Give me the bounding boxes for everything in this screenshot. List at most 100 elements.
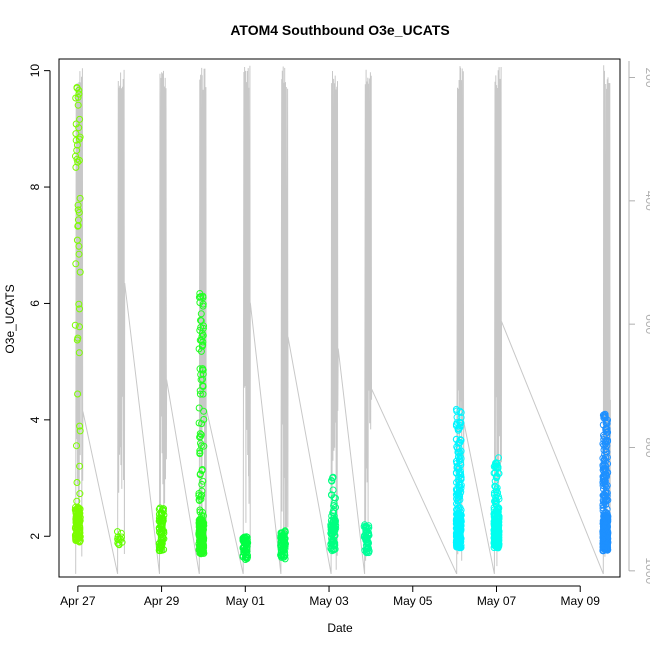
- data-point: [243, 555, 251, 563]
- data-point: [601, 412, 609, 420]
- data-point: [277, 539, 285, 547]
- data-point: [72, 136, 80, 144]
- data-point: [76, 268, 84, 276]
- data-point: [74, 158, 82, 166]
- data-point: [198, 480, 206, 488]
- data-point: [76, 427, 84, 435]
- data-point: [199, 300, 207, 308]
- flight-series-1: [71, 84, 84, 546]
- flight-series-11: [599, 410, 612, 555]
- data-point: [602, 542, 609, 550]
- y-tick-label: 6: [28, 300, 42, 307]
- data-point: [199, 544, 207, 552]
- data-point: [277, 543, 285, 551]
- y-tick-label: 4: [28, 416, 42, 423]
- data-point: [452, 435, 460, 443]
- data-point: [199, 528, 207, 536]
- data-point: [196, 447, 204, 455]
- data-point: [602, 424, 610, 432]
- data-point: [455, 541, 463, 549]
- x-tick-label: May 07: [477, 594, 517, 608]
- data-point: [197, 336, 205, 344]
- data-point: [199, 375, 206, 383]
- data-point: [195, 404, 203, 412]
- data-point: [197, 495, 205, 503]
- data-point: [195, 345, 203, 353]
- data-point: [158, 515, 166, 523]
- data-point: [115, 540, 123, 548]
- y2-tick-label: 800: [643, 437, 650, 457]
- data-point: [73, 141, 81, 149]
- data-point: [494, 519, 502, 527]
- data-point: [360, 523, 368, 531]
- data-point: [457, 459, 464, 467]
- flight-series-2: [114, 528, 126, 549]
- data-point: [491, 519, 499, 527]
- altitude-trace-layer: [75, 65, 611, 575]
- data-point: [457, 414, 465, 421]
- altitude-trace-line: [75, 65, 611, 575]
- y-tick-label: 2: [28, 533, 42, 540]
- data-point: [198, 420, 206, 428]
- data-point: [602, 493, 610, 501]
- data-point: [603, 425, 611, 433]
- flight-series-4: [195, 290, 208, 558]
- x-tick-label: May 05: [393, 594, 433, 608]
- data-point: [114, 528, 121, 536]
- data-point: [74, 524, 82, 532]
- data-point: [457, 447, 465, 455]
- data-point: [76, 115, 84, 123]
- data-point: [196, 529, 204, 537]
- data-point: [196, 508, 204, 516]
- data-point: [456, 407, 464, 415]
- flight-series-6: [277, 527, 289, 563]
- data-point: [74, 503, 82, 511]
- data-point: [114, 533, 122, 541]
- data-point: [281, 528, 289, 536]
- y2-tick-label: 200: [643, 67, 650, 87]
- data-point: [241, 535, 249, 542]
- data-point: [599, 504, 607, 512]
- data-point: [76, 422, 84, 430]
- data-point: [76, 194, 84, 202]
- data-point: [73, 519, 81, 527]
- data-point: [74, 201, 82, 209]
- data-point: [600, 491, 608, 499]
- data-point: [199, 390, 207, 398]
- data-point: [199, 477, 207, 485]
- data-point: [603, 517, 611, 525]
- data-point: [491, 512, 499, 520]
- flight-series-3: [155, 504, 168, 555]
- y-tick-label: 10: [28, 64, 42, 78]
- data-point: [198, 512, 206, 520]
- data-point: [603, 541, 610, 549]
- data-point: [76, 305, 83, 313]
- data-point: [331, 517, 339, 525]
- data-point: [200, 416, 208, 423]
- data-point: [197, 542, 205, 550]
- data-point: [196, 433, 204, 441]
- flight-series-9: [452, 405, 465, 552]
- data-point: [199, 546, 207, 554]
- axes-layer: Apr 27 Apr 29 May 01 May 03 May 05 May 07 May …: [28, 61, 650, 608]
- data-point: [454, 489, 462, 497]
- data-point: [156, 544, 163, 552]
- data-point: [457, 436, 465, 444]
- data-point: [72, 130, 80, 138]
- x-tick-label: Apr 27: [60, 594, 96, 608]
- data-point: [365, 549, 373, 557]
- data-point: [329, 473, 337, 481]
- x-tick-label: May 03: [309, 594, 349, 608]
- data-point: [74, 216, 82, 224]
- data-point: [602, 457, 609, 465]
- data-point: [494, 539, 502, 546]
- data-point: [72, 507, 80, 515]
- data-point: [158, 522, 166, 530]
- data-point: [600, 433, 608, 441]
- data-point: [492, 488, 500, 495]
- data-point: [244, 551, 251, 559]
- chart-title: ATOM4 Southbound O3e_UCATS: [230, 22, 449, 38]
- data-point: [196, 433, 204, 441]
- data-point: [196, 430, 204, 438]
